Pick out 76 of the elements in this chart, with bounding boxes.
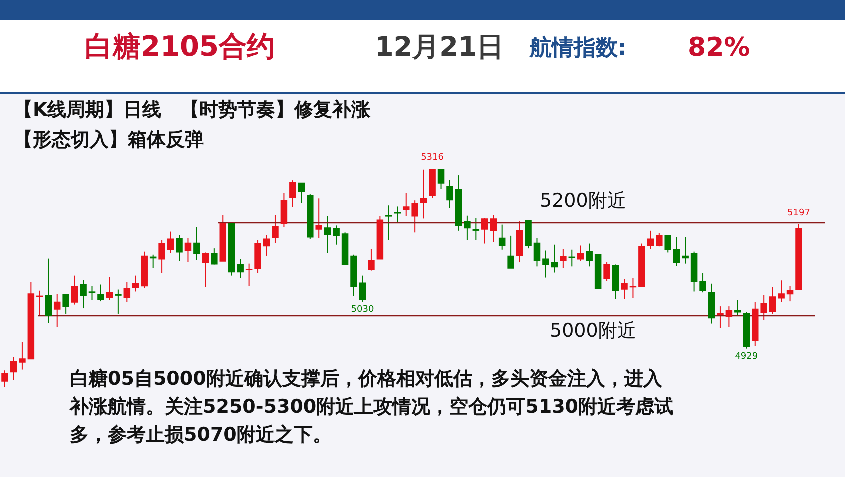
candlestick	[368, 248, 375, 272]
candlestick	[54, 294, 61, 328]
candlestick	[71, 275, 78, 306]
annotation: 4929	[735, 352, 758, 362]
candlestick	[472, 218, 480, 241]
candlestick	[551, 244, 558, 274]
candlestick	[656, 232, 663, 248]
candlestick	[621, 278, 628, 300]
candlestick	[158, 240, 166, 274]
candlestick	[98, 284, 104, 302]
candlestick	[534, 238, 541, 268]
candlestick	[263, 234, 270, 256]
candlestick	[115, 289, 122, 314]
ref-line-label: 5200附近	[540, 190, 626, 212]
candlestick	[647, 230, 654, 250]
candlestick	[577, 245, 584, 262]
candlestick	[630, 278, 637, 299]
candlestick	[194, 226, 200, 261]
candlestick	[778, 280, 785, 303]
candlestick	[394, 206, 402, 223]
chart-subtitle: 12月21日	[375, 32, 504, 63]
candlestick	[10, 356, 18, 381]
candlestick	[359, 275, 366, 302]
candlestick	[700, 272, 706, 294]
candlestick	[246, 263, 253, 287]
candlestick	[446, 180, 454, 209]
candlestick	[333, 225, 340, 246]
candlestick	[412, 200, 418, 234]
text: 航情指数: 82%	[530, 33, 750, 63]
chart-title: 白糖2105合约	[85, 30, 275, 63]
candlestick	[280, 192, 288, 228]
candlestick	[420, 169, 428, 220]
candlestick	[124, 282, 131, 303]
candlestick	[19, 342, 26, 370]
text: 【形态切入】箱体反弹	[14, 129, 204, 151]
annotation: 白糖05自5000附近确认支撑后，价格相对低估，多头资金注入，进入补涨航情。关注5250-5300附近上攻情况，空仓仍可5130附近考虑试多，参考止损5070附近之下。	[69, 368, 674, 446]
candlestick	[290, 180, 296, 208]
candlestick	[726, 306, 733, 328]
candlestick	[664, 234, 672, 254]
candlestick	[272, 214, 279, 244]
candlestick	[298, 182, 306, 204]
candlestick	[786, 286, 794, 302]
candlestick	[211, 248, 218, 266]
candlestick	[184, 238, 192, 264]
candlestick	[88, 286, 96, 301]
text: 【K线周期】日线 【时势节奏】修复补涨	[14, 99, 372, 121]
candlestick	[604, 262, 610, 282]
annotation: 5197	[788, 208, 810, 218]
annotation: 5030	[351, 304, 374, 315]
candlestick	[560, 248, 567, 269]
candlestick	[464, 215, 471, 242]
candlestick	[508, 235, 514, 269]
candlestick	[316, 198, 322, 239]
candlestick	[202, 252, 210, 288]
annotation: 5316	[421, 153, 444, 163]
candlestick	[80, 280, 87, 310]
ref-line-label: 5000附近	[550, 320, 636, 342]
candlestick	[717, 306, 724, 329]
candlestick	[106, 276, 114, 301]
candlestick	[498, 224, 506, 250]
candlestick	[734, 300, 742, 316]
candlestick	[237, 258, 244, 279]
candlestick	[386, 205, 392, 242]
candlestick	[62, 294, 70, 314]
candlestick	[402, 192, 410, 217]
candlestick	[45, 258, 52, 324]
candlestick	[682, 236, 689, 264]
candlestick	[324, 216, 332, 254]
candlestick	[167, 231, 174, 254]
candlestick	[769, 286, 776, 314]
candlestick	[176, 234, 183, 262]
candlestick	[586, 243, 593, 268]
candlestick	[542, 250, 550, 278]
candlestick	[438, 169, 445, 190]
candlestick	[673, 236, 680, 267]
candlestick	[2, 370, 8, 388]
